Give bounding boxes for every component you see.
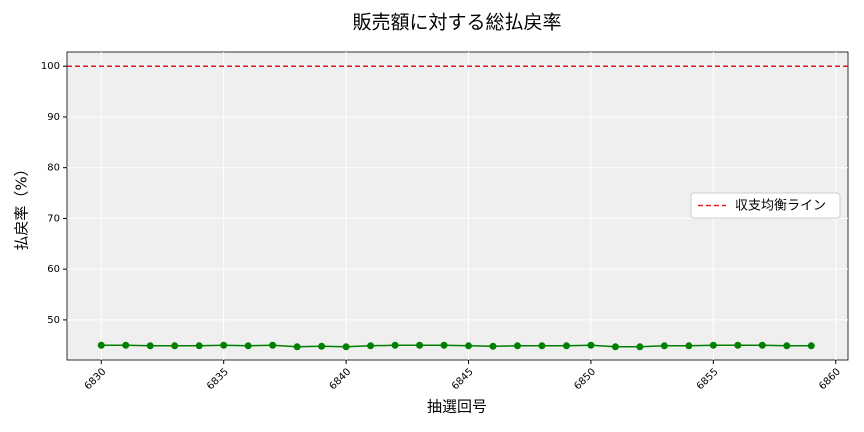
x-tick-label: 6830 [83, 366, 109, 392]
data-point [195, 342, 203, 350]
data-point [489, 342, 497, 350]
data-point [122, 341, 130, 349]
data-point [709, 341, 717, 349]
x-tick-label: 6835 [205, 366, 231, 392]
x-tick-label: 6855 [695, 366, 721, 392]
data-point [171, 342, 179, 350]
data-point [562, 342, 570, 350]
data-point [97, 341, 105, 349]
y-tick-label: 100 [41, 61, 60, 72]
series-line [101, 344, 812, 348]
y-tick-label: 90 [47, 112, 60, 123]
data-point [440, 341, 448, 349]
y-tick-label: 60 [47, 264, 60, 275]
data-point [660, 342, 668, 350]
y-tick-label: 70 [47, 213, 60, 224]
data-point [611, 343, 619, 351]
x-axis-label: 抽選回号 [427, 398, 487, 416]
data-point [269, 341, 277, 349]
data-point [734, 341, 742, 349]
legend-box [690, 192, 841, 219]
data-point [783, 342, 791, 350]
data-point [146, 342, 154, 350]
data-point [416, 341, 424, 349]
x-tick-label: 6845 [450, 366, 476, 392]
data-point [587, 341, 595, 349]
data-point [636, 343, 644, 351]
data-point [513, 342, 521, 350]
data-point [367, 342, 375, 350]
data-point [244, 342, 252, 350]
data-point [758, 341, 766, 349]
y-axis-label: 払戻率（%） [13, 161, 31, 250]
data-point [807, 342, 815, 350]
data-point [685, 342, 693, 350]
data-point [342, 343, 350, 351]
data-point [465, 342, 473, 350]
data-point [391, 341, 399, 349]
data-point [538, 342, 546, 350]
data-point [318, 342, 326, 350]
y-tick-label: 50 [47, 315, 60, 326]
y-tick-label: 80 [47, 163, 60, 174]
x-tick-label: 6840 [328, 366, 354, 392]
x-tick-label: 6860 [817, 366, 843, 392]
chart-title: 販売額に対する総払戻率 [352, 12, 561, 34]
legend-text: 収支均衡ライン [735, 199, 826, 214]
data-point [293, 343, 301, 351]
x-tick-label: 6850 [572, 366, 598, 392]
data-point [220, 341, 228, 349]
